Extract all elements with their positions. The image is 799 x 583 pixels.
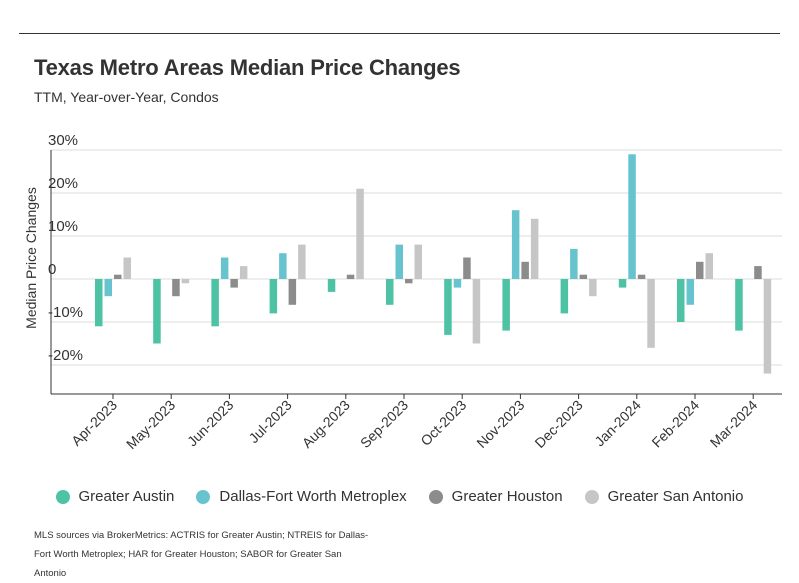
bar-greater-houston-jan-2024	[637, 274, 646, 279]
bar-greater-austin-jun-2023	[211, 279, 219, 327]
bar-greater-san-antonio-aug-2023	[356, 188, 364, 279]
x-tick-label: Dec-2023	[531, 397, 585, 451]
chart-title: Texas Metro Areas Median Price Changes	[34, 55, 461, 80]
y-tick-label: 0	[48, 261, 56, 278]
bar-greater-san-antonio-mar-2024	[763, 279, 772, 374]
bar-greater-austin-oct-2023	[444, 279, 452, 335]
legend-swatch	[428, 489, 443, 504]
legend-swatch	[55, 489, 70, 504]
bar-greater-san-antonio-feb-2024	[705, 253, 713, 279]
legend-item-greater-houston: Greater Houston	[428, 488, 563, 505]
legend-label: Greater San Antonio	[607, 488, 744, 505]
source-footnote: MLS sources via BrokerMetrics: ACTRIS fo…	[34, 530, 369, 579]
bar-greater-san-antonio-dec-2023	[589, 279, 597, 297]
legend-swatch	[196, 489, 211, 504]
bar-greater-austin-apr-2023	[95, 279, 103, 327]
y-tick-label: -20%	[48, 347, 83, 364]
bar-greater-austin-may-2023	[153, 279, 161, 344]
bar-greater-san-antonio-jul-2023	[298, 244, 306, 279]
y-tick-label: 10%	[48, 218, 78, 235]
bar-dallas-fort-worth-metroplex-jul-2023	[279, 253, 287, 279]
bar-dallas-fort-worth-metroplex-feb-2024	[686, 279, 694, 305]
x-tick-label: Mar-2024	[707, 397, 761, 451]
bar-greater-houston-aug-2023	[346, 274, 355, 279]
legend-item-greater-austin: Greater Austin	[55, 488, 175, 505]
legend-item-greater-san-antonio: Greater San Antonio	[584, 488, 744, 505]
chart-frame	[19, 33, 780, 566]
bar-greater-houston-dec-2023	[579, 274, 588, 279]
bar-greater-austin-sep-2023	[386, 279, 394, 305]
bar-greater-houston-jun-2023	[230, 279, 238, 288]
bar-greater-san-antonio-sep-2023	[414, 244, 422, 279]
y-tick-label: -10%	[48, 304, 83, 321]
bar-dallas-fort-worth-metroplex-jun-2023	[220, 257, 229, 279]
bar-greater-austin-jul-2023	[269, 279, 278, 314]
x-tick-label: May-2023	[123, 397, 178, 452]
x-tick-label: Jul-2023	[245, 397, 294, 446]
x-tick-label: Feb-2024	[648, 397, 702, 451]
chart-subtitle: TTM, Year-over-Year, Condos	[34, 89, 219, 105]
legend-label: Dallas-Fort Worth Metroplex	[219, 488, 407, 505]
y-tick-label: 20%	[48, 175, 78, 192]
x-tick-label: Sep-2023	[357, 397, 411, 451]
bar-greater-san-antonio-apr-2023	[123, 257, 131, 279]
bar-dallas-fort-worth-metroplex-sep-2023	[395, 244, 403, 279]
x-tick-label: Aug-2023	[299, 397, 353, 451]
x-tick-label: Oct-2023	[417, 397, 469, 449]
legend-swatch	[584, 489, 599, 504]
bar-greater-austin-aug-2023	[327, 279, 336, 292]
bar-greater-houston-oct-2023	[463, 257, 471, 279]
bar-greater-houston-feb-2024	[696, 261, 704, 279]
bars	[95, 154, 772, 374]
bar-greater-austin-nov-2023	[502, 279, 510, 331]
bar-greater-austin-feb-2024	[677, 279, 685, 322]
bar-dallas-fort-worth-metroplex-oct-2023	[453, 279, 462, 288]
bar-dallas-fort-worth-metroplex-dec-2023	[570, 248, 578, 279]
bar-greater-austin-mar-2024	[735, 279, 743, 331]
bar-chart: 30% 20% 10% 0 -10% -20% Apr-2023 May-2023 Jun-20…	[23, 132, 782, 452]
legend-label: Greater Houston	[451, 488, 563, 505]
bar-greater-san-antonio-oct-2023	[472, 279, 481, 344]
bar-dallas-fort-worth-metroplex-apr-2023	[104, 279, 112, 297]
bar-greater-austin-dec-2023	[560, 279, 569, 314]
bar-greater-houston-nov-2023	[521, 261, 529, 279]
bar-greater-san-antonio-may-2023	[181, 279, 190, 284]
bar-dallas-fort-worth-metroplex-jan-2024	[628, 154, 636, 279]
chart-legend: Greater Austin Dallas-Fort Worth Metrople…	[0, 488, 799, 505]
legend-item-dallas-fort-worth-metroplex: Dallas-Fort Worth Metroplex	[196, 488, 407, 505]
x-tick-label: Jan-2024	[591, 397, 644, 450]
bar-greater-san-antonio-jun-2023	[239, 266, 248, 279]
bar-greater-san-antonio-nov-2023	[530, 218, 539, 279]
bar-greater-houston-apr-2023	[114, 274, 122, 279]
bar-dallas-fort-worth-metroplex-nov-2023	[511, 210, 520, 279]
y-axis-label: Median Price Changes	[23, 187, 39, 329]
y-tick-label: 30%	[48, 132, 78, 149]
x-tick-label: Apr-2023	[68, 397, 120, 449]
bar-greater-austin-jan-2024	[618, 279, 627, 288]
legend-label: Greater Austin	[78, 488, 175, 505]
bar-greater-houston-sep-2023	[405, 279, 413, 284]
bar-greater-houston-mar-2024	[754, 266, 762, 279]
bar-greater-houston-jul-2023	[288, 279, 297, 305]
bar-greater-houston-may-2023	[172, 279, 180, 297]
x-tick-label: Jun-2023	[184, 397, 237, 450]
x-tick-label: Nov-2023	[473, 397, 527, 451]
bar-greater-san-antonio-jan-2024	[647, 279, 655, 348]
